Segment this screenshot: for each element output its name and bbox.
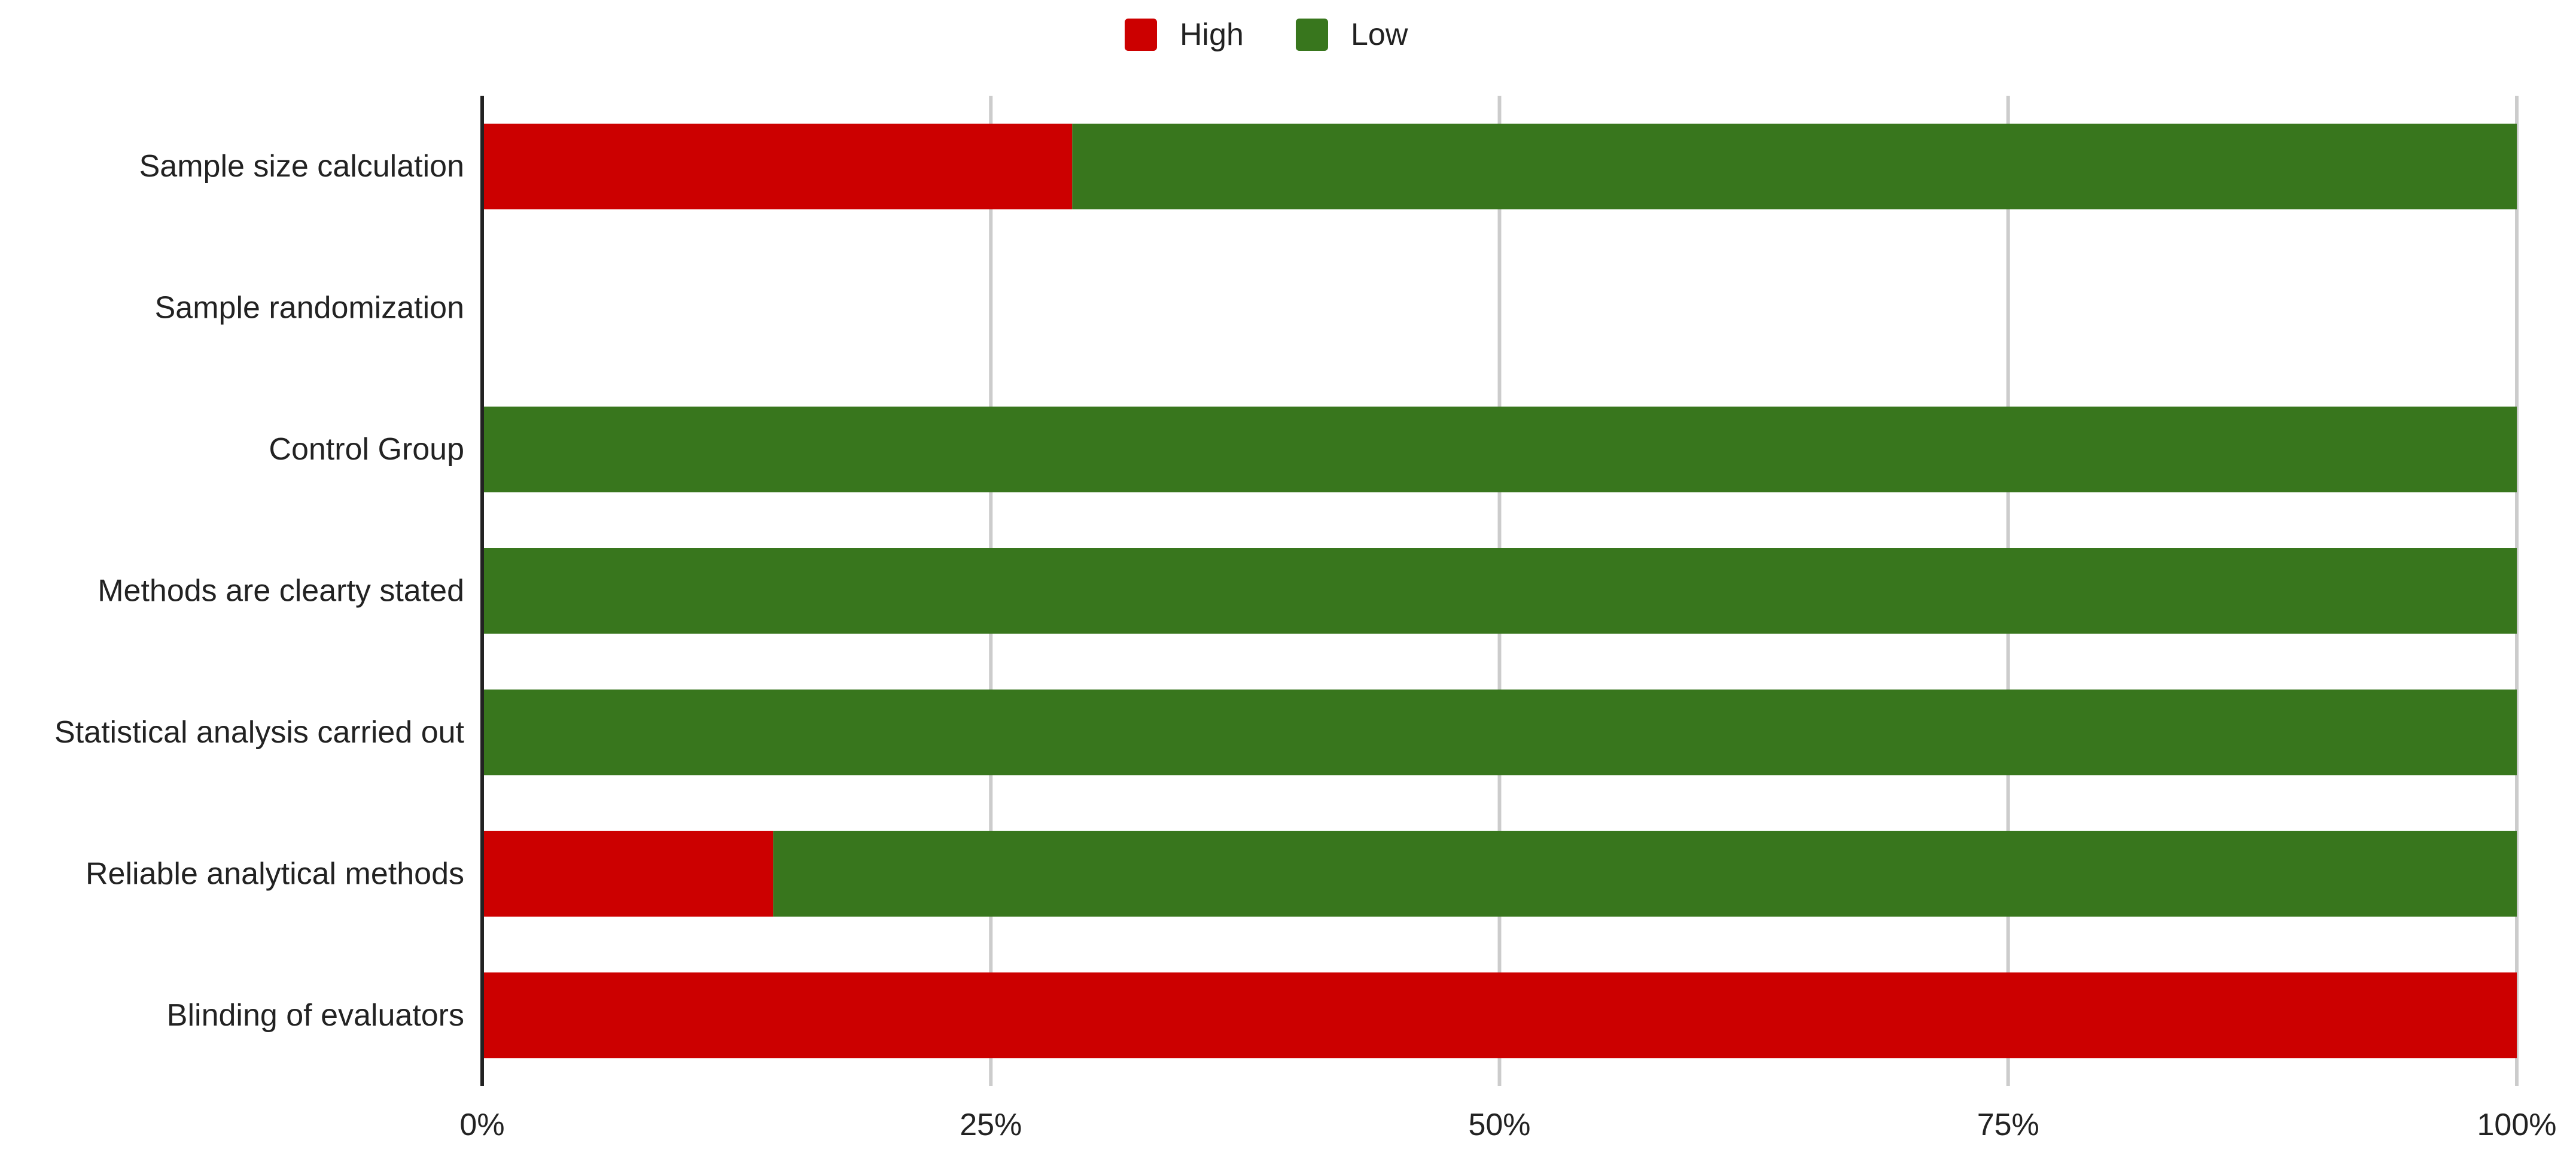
category-label-control-group: Control Group [269, 432, 464, 467]
legend-label-high: High [1180, 17, 1244, 52]
legend: High Low [1125, 17, 1408, 52]
bar-low-reliable-analytical-methods [773, 831, 2517, 917]
legend-swatch-low [1296, 19, 1328, 51]
x-tick-label-75: 75% [1977, 1108, 2039, 1142]
legend-label-low: Low [1351, 17, 1408, 52]
category-label-reliable-analytical-methods: Reliable analytical methods [86, 856, 464, 891]
category-label-methods-are-clearty-stated: Methods are clearty stated [98, 574, 464, 609]
bar-high-reliable-analytical-methods [482, 831, 774, 917]
x-tick-label-25: 25% [960, 1108, 1022, 1142]
bar-low-statistical-analysis-carried-out [482, 689, 2517, 775]
legend-swatch-high [1125, 19, 1157, 51]
x-tick-label-50: 50% [1468, 1108, 1530, 1142]
legend-item-high: High [1125, 17, 1244, 52]
category-label-blinding-of-evaluators: Blinding of evaluators [167, 998, 464, 1033]
x-tick-labels: 0% 25% 50% 75% 100% [459, 1108, 2556, 1142]
bar-low-control-group [482, 406, 2517, 492]
bar-low-methods-are-clearty-stated [482, 548, 2517, 634]
x-tick-label-100: 100% [2477, 1108, 2557, 1142]
category-label-sample-size-calculation: Sample size calculation [139, 149, 464, 184]
category-label-statistical-analysis-carried-out: Statistical analysis carried out [54, 715, 465, 750]
x-tick-label-0: 0% [459, 1108, 504, 1142]
bar-high-sample-size-calculation [482, 123, 1073, 209]
legend-item-low: Low [1296, 17, 1408, 52]
bar-high-blinding-of-evaluators [482, 972, 2517, 1058]
bars-layer [482, 123, 2517, 1058]
category-label-sample-randomization: Sample randomization [155, 291, 464, 326]
category-labels: Sample size calculation Sample randomizat… [54, 149, 465, 1033]
bar-low-sample-size-calculation [1072, 123, 2517, 209]
